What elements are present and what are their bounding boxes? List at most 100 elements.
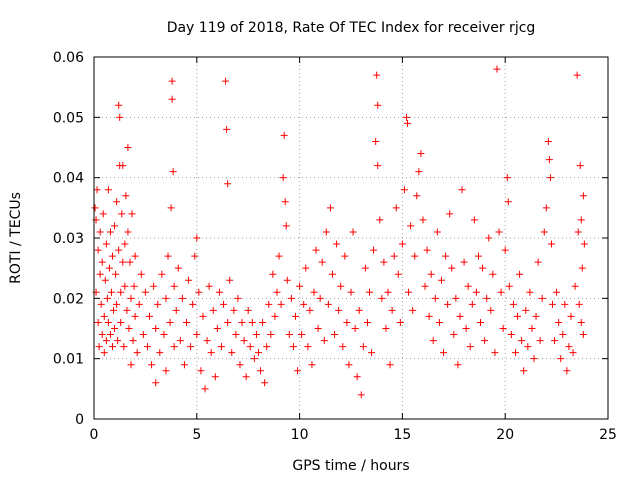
data-point	[240, 337, 248, 345]
data-point	[180, 361, 188, 369]
data-point	[431, 294, 439, 302]
data-point	[269, 270, 277, 278]
data-point	[520, 367, 528, 375]
data-point	[518, 337, 526, 345]
data-point	[106, 331, 114, 339]
data-point	[275, 252, 283, 260]
data-point	[248, 318, 256, 326]
data-point	[267, 331, 275, 339]
data-point	[310, 288, 318, 296]
data-point	[565, 343, 573, 351]
data-point	[419, 216, 427, 224]
data-point	[246, 343, 254, 351]
y-tick-label: 0.04	[53, 171, 84, 187]
data-point	[361, 264, 369, 272]
data-point	[398, 240, 406, 248]
data-point	[162, 367, 170, 375]
data-point	[339, 343, 347, 351]
data-point	[257, 367, 265, 375]
data-point	[464, 282, 472, 290]
data-point	[101, 276, 109, 284]
data-point	[326, 204, 334, 212]
data-point	[94, 246, 102, 254]
data-point	[548, 300, 556, 308]
data-point	[530, 355, 538, 363]
data-point	[146, 312, 154, 320]
data-point	[370, 246, 378, 254]
data-point	[109, 343, 117, 351]
data-point	[555, 318, 563, 326]
data-point	[567, 312, 575, 320]
data-point	[238, 318, 246, 326]
data-point	[477, 318, 485, 326]
data-point	[209, 306, 217, 314]
data-point	[538, 294, 546, 302]
data-point	[448, 264, 456, 272]
data-point	[252, 331, 260, 339]
data-point	[234, 294, 242, 302]
data-point	[236, 361, 244, 369]
data-point	[372, 137, 380, 145]
data-point	[115, 101, 123, 109]
data-point	[117, 318, 125, 326]
data-point	[343, 318, 351, 326]
data-point	[302, 264, 310, 272]
data-point	[112, 270, 120, 278]
data-point	[148, 361, 156, 369]
data-point	[503, 174, 511, 182]
data-point	[199, 312, 207, 320]
x-tick-label: 25	[599, 427, 617, 443]
x-tick-label: 20	[496, 427, 514, 443]
data-point	[102, 337, 110, 345]
data-point	[384, 288, 392, 296]
data-point	[97, 300, 105, 308]
data-point	[505, 282, 513, 290]
data-point	[446, 210, 454, 218]
data-point	[341, 252, 349, 260]
data-point	[143, 343, 151, 351]
data-point	[557, 355, 565, 363]
data-point	[468, 300, 476, 308]
data-point	[185, 276, 193, 284]
data-point	[150, 282, 158, 290]
data-point	[409, 306, 417, 314]
data-points	[91, 65, 588, 399]
data-point	[215, 288, 223, 296]
data-point	[576, 162, 584, 170]
data-point	[124, 144, 132, 151]
data-point	[577, 318, 585, 326]
data-point	[485, 234, 493, 242]
data-point	[117, 288, 125, 296]
data-point	[335, 306, 343, 314]
data-point	[259, 318, 267, 326]
data-point	[195, 288, 203, 296]
data-point	[501, 246, 509, 254]
data-point	[579, 331, 587, 339]
data-point	[318, 258, 326, 266]
data-point	[390, 252, 398, 260]
data-point	[553, 288, 561, 296]
data-point	[569, 349, 577, 357]
data-point	[111, 325, 119, 332]
x-tick-label: 10	[291, 427, 309, 443]
data-point	[104, 318, 112, 326]
data-point	[355, 306, 363, 314]
data-point	[273, 288, 281, 296]
data-point	[563, 367, 571, 375]
data-point	[242, 373, 250, 381]
data-point	[127, 294, 135, 302]
data-point	[511, 349, 519, 357]
data-point	[516, 270, 524, 278]
data-point	[230, 306, 238, 314]
data-point	[222, 77, 230, 85]
data-point	[374, 162, 382, 170]
data-point	[277, 300, 285, 308]
data-point	[124, 228, 132, 236]
data-point	[291, 312, 299, 320]
data-point	[324, 300, 332, 308]
data-point	[104, 186, 112, 194]
data-point	[109, 252, 117, 260]
data-point	[102, 240, 110, 248]
